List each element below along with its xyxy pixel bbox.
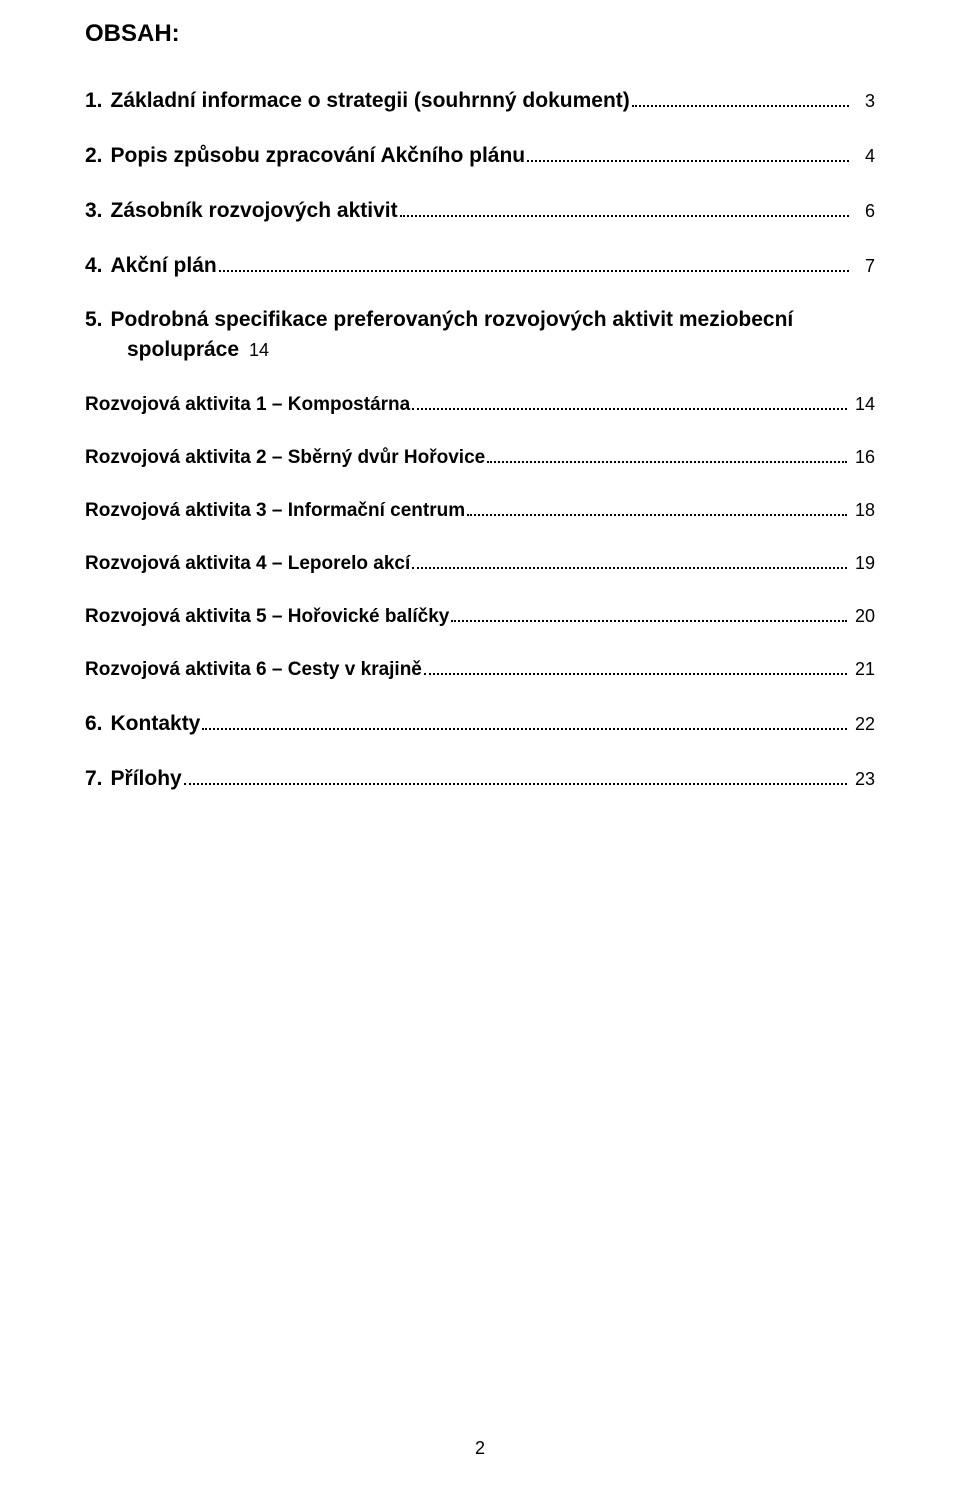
toc-label: Rozvojová aktivita 5 – Hořovické balíčky: [85, 606, 449, 628]
toc-entry: 2. Popis způsobu zpracování Akčního plán…: [85, 143, 875, 168]
toc-leader-dots: [400, 198, 849, 217]
toc-label-line1: Podrobná specifikace preferovaných rozvo…: [111, 308, 794, 332]
toc-page: 22: [849, 714, 875, 735]
toc-entry: Rozvojová aktivita 6 – Cesty v krajině 2…: [85, 658, 875, 681]
toc-entry: 3. Zásobník rozvojových aktivit 6: [85, 198, 875, 223]
toc-page: 18: [849, 500, 875, 521]
toc-leader-dots: [451, 605, 847, 622]
toc-label: Přílohy: [111, 767, 182, 791]
toc-entry: Rozvojová aktivita 1 – Kompostárna 14: [85, 392, 875, 415]
toc-page: 3: [851, 91, 875, 112]
toc-entry: Rozvojová aktivita 5 – Hořovické balíčky…: [85, 605, 875, 628]
toc-number: 2.: [85, 144, 111, 168]
toc-page: 16: [849, 447, 875, 468]
toc-label: Akční plán: [111, 254, 217, 278]
toc-label: Rozvojová aktivita 3 – Informační centru…: [85, 500, 465, 522]
toc-number: 3.: [85, 199, 111, 223]
toc-entry: Rozvojová aktivita 4 – Leporelo akcí 19: [85, 552, 875, 575]
toc-entry: Rozvojová aktivita 2 – Sběrný dvůr Hořov…: [85, 446, 875, 469]
toc-entry: 7. Přílohy 23: [85, 766, 875, 791]
toc-label: Rozvojová aktivita 1 – Kompostárna: [85, 394, 410, 416]
table-of-contents: 1. Základní informace o strategii (souhr…: [85, 88, 875, 791]
toc-page: 14: [243, 340, 269, 361]
toc-heading: OBSAH:: [85, 20, 875, 48]
toc-leader-dots: [219, 253, 849, 272]
toc-leader-dots: [467, 499, 847, 516]
toc-number: 4.: [85, 254, 111, 278]
document-page: OBSAH: 1. Základní informace o strategii…: [0, 0, 960, 1489]
toc-leader-dots: [184, 766, 847, 785]
toc-number: 5.: [85, 308, 111, 332]
toc-page: 19: [849, 553, 875, 574]
toc-leader-dots: [424, 658, 847, 675]
toc-label-line2: spolupráce: [127, 338, 239, 362]
toc-leader-dots: [527, 143, 849, 162]
toc-label: Popis způsobu zpracování Akčního plánu: [111, 144, 526, 168]
toc-entry: 1. Základní informace o strategii (souhr…: [85, 88, 875, 113]
toc-leader-dots: [412, 552, 847, 569]
toc-leader-dots: [632, 88, 849, 107]
toc-label: Rozvojová aktivita 2 – Sběrný dvůr Hořov…: [85, 447, 485, 469]
toc-label: Kontakty: [111, 712, 201, 736]
toc-page: 14: [849, 394, 875, 415]
toc-entry: Rozvojová aktivita 3 – Informační centru…: [85, 499, 875, 522]
toc-page: 21: [849, 659, 875, 680]
toc-entry: 5. Podrobná specifikace preferovaných ro…: [85, 308, 875, 363]
toc-leader-dots: [202, 711, 847, 730]
toc-number: 1.: [85, 89, 111, 113]
toc-label: Rozvojová aktivita 4 – Leporelo akcí: [85, 553, 410, 575]
toc-label: Rozvojová aktivita 6 – Cesty v krajině: [85, 659, 422, 681]
toc-entry: 4. Akční plán 7: [85, 253, 875, 278]
toc-leader-dots: [412, 392, 847, 409]
toc-entry: 6. Kontakty 22: [85, 711, 875, 736]
page-footer-number: 2: [0, 1438, 960, 1459]
toc-page: 23: [849, 769, 875, 790]
toc-page: 20: [849, 606, 875, 627]
toc-number: 6.: [85, 712, 111, 736]
toc-label: Základní informace o strategii (souhrnný…: [111, 89, 630, 113]
toc-page: 7: [851, 256, 875, 277]
toc-page: 6: [851, 201, 875, 222]
toc-label: Zásobník rozvojových aktivit: [111, 199, 398, 223]
toc-leader-dots: [487, 446, 847, 463]
toc-page: 4: [851, 146, 875, 167]
toc-number: 7.: [85, 767, 111, 791]
